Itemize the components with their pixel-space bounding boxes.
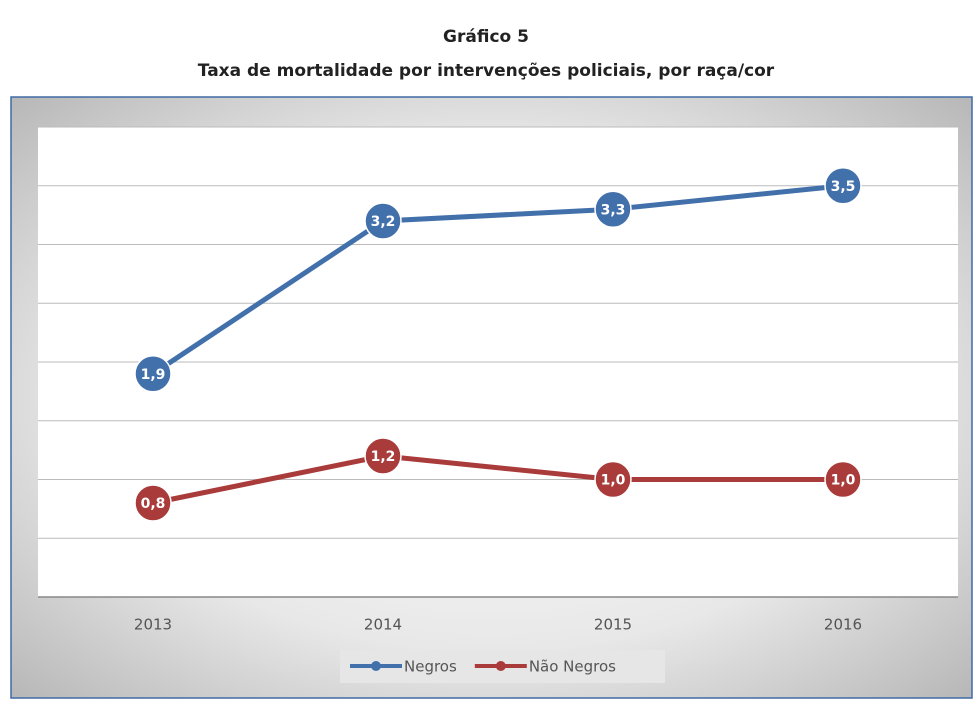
chart-subtitle: Taxa de mortalidade por intervenções pol…: [198, 61, 775, 81]
x-tick-label: 2014: [364, 616, 402, 634]
data-point: [824, 460, 862, 499]
series-line: [152, 453, 843, 506]
data-point: [364, 202, 402, 240]
data-label: 1,2: [371, 449, 396, 465]
legend-label: Negros: [404, 658, 457, 676]
data-label: 1,9: [141, 367, 166, 383]
chart-title: Gráfico 5: [443, 27, 529, 47]
data-point: [824, 167, 862, 205]
data-label: 3,3: [601, 202, 626, 218]
data-point: [364, 437, 402, 475]
data-label: 3,5: [831, 179, 856, 195]
data-point: [594, 460, 632, 499]
data-label: 3,2: [371, 214, 396, 230]
data-label: 1,0: [601, 473, 626, 489]
data-point: [134, 484, 172, 522]
data-point: [594, 190, 632, 228]
x-tick-label: 2013: [134, 616, 172, 634]
x-tick-label: 2015: [594, 616, 632, 634]
series-line: [151, 183, 844, 376]
legend-marker: [371, 661, 381, 671]
x-tick-label: 2016: [824, 616, 862, 634]
data-point: [134, 355, 172, 393]
legend-label: Não Negros: [529, 658, 616, 676]
legend-marker: [495, 661, 506, 671]
data-label: 0,8: [141, 496, 166, 512]
data-label: 1,0: [831, 473, 856, 489]
